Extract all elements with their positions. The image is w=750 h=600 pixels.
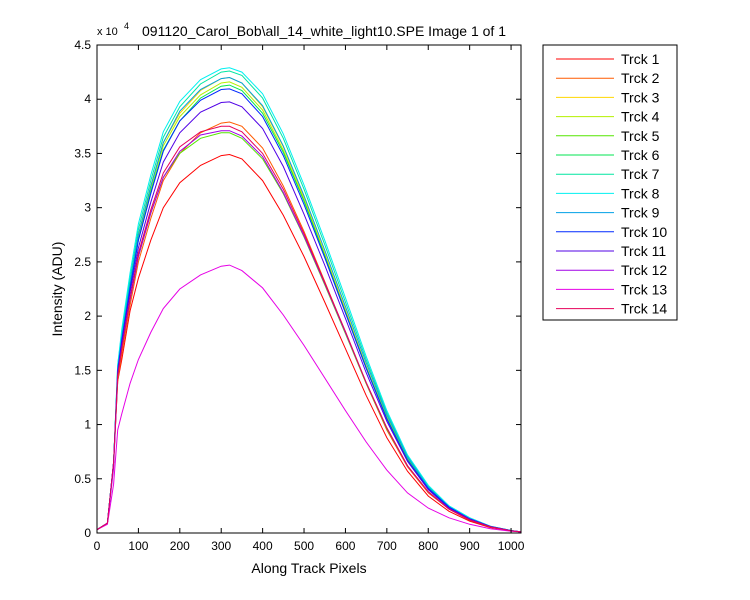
y-tick-label: 1 <box>84 418 91 432</box>
series-line-14 <box>96 125 522 533</box>
legend-label-3: Trck 3 <box>621 89 660 105</box>
x-tick-label: 800 <box>418 539 438 553</box>
legend-label-11: Trck 11 <box>621 243 666 259</box>
legend-label-14: Trck 14 <box>621 301 667 317</box>
legend-label-2: Trck 2 <box>621 70 660 86</box>
y-tick-label: 0.5 <box>74 472 91 486</box>
x-tick-label: 500 <box>294 539 314 553</box>
legend-label-13: Trck 13 <box>621 281 667 297</box>
legend-items: Trck 1 Trck 2 Trck 3 Trck 4 Trck 5 Trck 6 Trck… <box>556 51 667 317</box>
legend-label-4: Trck 4 <box>621 109 660 125</box>
y-axis-multiplier-exponent: 4 <box>124 21 129 31</box>
series-layer <box>96 67 522 533</box>
x-tick-label: 900 <box>460 539 480 553</box>
series-line-10 <box>96 88 522 533</box>
series-line-13 <box>96 264 522 533</box>
y-tick-label: 4 <box>84 92 91 106</box>
y-tick-label: 2 <box>84 309 91 323</box>
y-tick-label: 3 <box>84 201 91 215</box>
x-tick-label: 1000 <box>498 539 525 553</box>
x-tick-label: 400 <box>253 539 273 553</box>
y-tick-label: 1.5 <box>74 363 91 377</box>
chart-title: 091120_Carol_Bob\all_14_white_light10.SP… <box>142 23 506 39</box>
legend-label-1: Trck 1 <box>621 51 660 67</box>
series-line-8 <box>96 67 522 533</box>
legend-label-7: Trck 7 <box>621 166 660 182</box>
x-tick-label: 200 <box>170 539 190 553</box>
series-line-11 <box>96 101 522 533</box>
x-tick-label: 100 <box>128 539 148 553</box>
y-tick-label: 2.5 <box>74 255 91 269</box>
legend-box <box>542 44 678 321</box>
x-tick-label: 300 <box>211 539 231 553</box>
x-tick-label: 700 <box>377 539 397 553</box>
y-axis-multiplier: x 10 <box>97 26 118 38</box>
legend-label-6: Trck 6 <box>621 147 660 163</box>
legend-label-8: Trck 8 <box>621 185 660 201</box>
legend: Trck 1 Trck 2 Trck 3 Trck 4 Trck 5 Trck 6 Trck… <box>542 44 678 321</box>
y-axis-label: Intensity (ADU) <box>49 242 65 337</box>
y-tick-label: 4.5 <box>74 38 91 52</box>
axes-box <box>96 44 522 534</box>
legend-label-5: Trck 5 <box>621 128 660 144</box>
y-tick-label: 0 <box>84 526 91 540</box>
x-tick-label: 0 <box>94 539 101 553</box>
series-line-1 <box>96 153 522 533</box>
legend-label-9: Trck 9 <box>621 205 660 221</box>
y-tick-label: 3.5 <box>74 146 91 160</box>
x-tick-label: 600 <box>335 539 355 553</box>
legend-label-12: Trck 12 <box>621 262 667 278</box>
legend-label-10: Trck 10 <box>621 224 667 240</box>
ticks-layer: 0 100 200 300 400 500 600 700 800 900 1000 0 0.5 1 1.5… <box>74 38 524 553</box>
plot-area <box>97 45 521 533</box>
x-axis-label: Along Track Pixels <box>251 560 366 576</box>
